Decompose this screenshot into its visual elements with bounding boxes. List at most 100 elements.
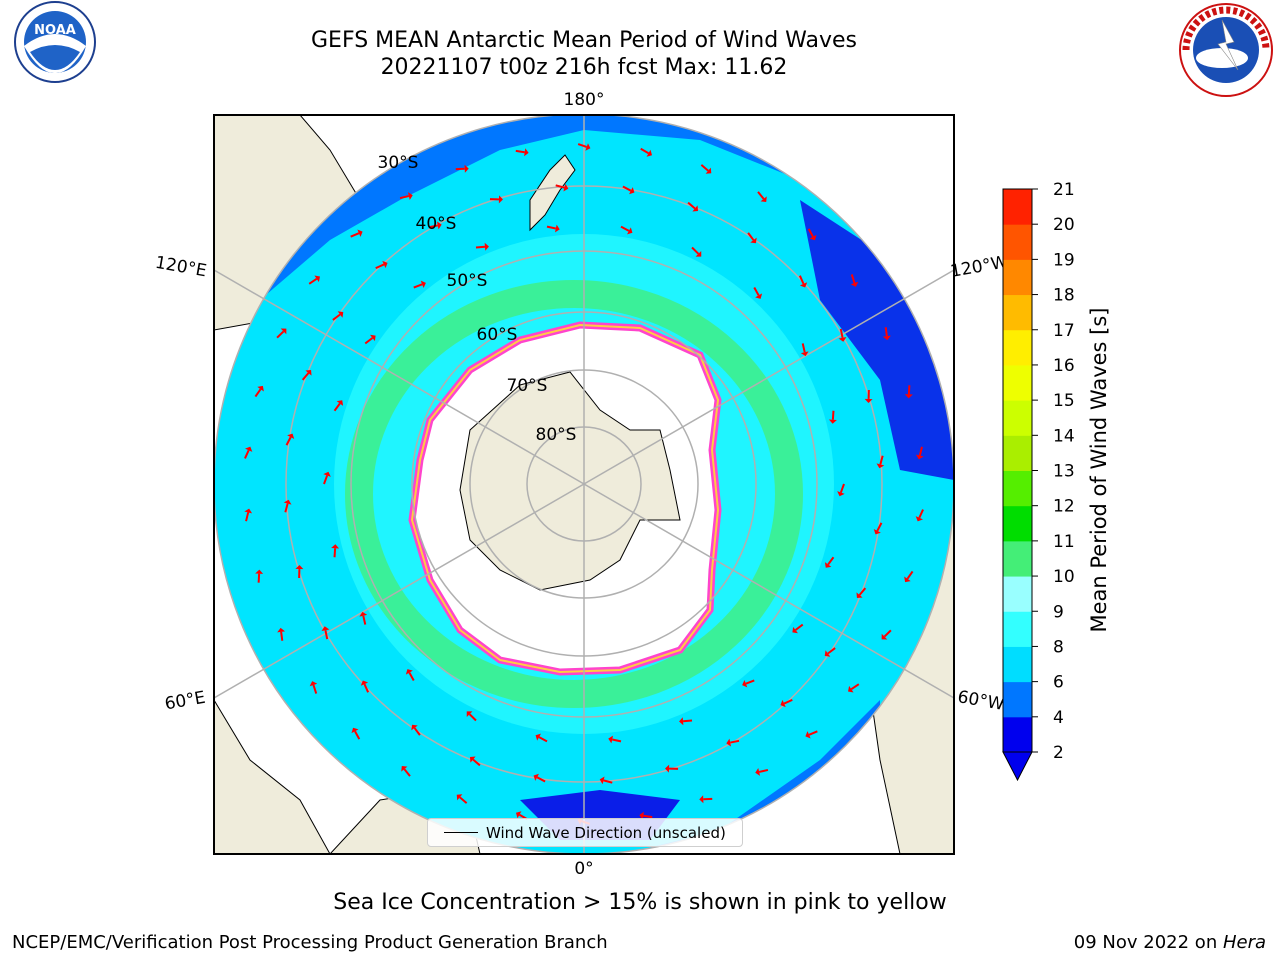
legend-label: Wind Wave Direction (unscaled) [486, 823, 726, 842]
wind-wave-arrowhead [287, 433, 295, 439]
colorbar-segment [1003, 294, 1032, 331]
wind-wave-arrow [620, 225, 630, 232]
colorbar-tick-label: 10 [1053, 567, 1075, 587]
wind-wave-arrow [244, 449, 250, 459]
wind-wave-arrowhead [792, 626, 798, 634]
wind-wave-arrow [700, 164, 709, 172]
wind-wave-arrowhead [679, 717, 684, 726]
colorbar-segment [1003, 470, 1032, 507]
wind-wave-arrowhead [469, 756, 476, 763]
wind-wave-arrowhead [357, 229, 363, 237]
colorbar-segment [1003, 576, 1032, 612]
wind-wave-arrowhead [848, 685, 854, 693]
wind-wave-arrowhead [824, 562, 832, 568]
wind-wave-arrowhead [904, 394, 913, 399]
wind-wave-arrow [257, 573, 261, 583]
wind-wave-arrow [308, 277, 318, 285]
legend-line-swatch [444, 832, 478, 833]
wind-wave-arrowhead [755, 293, 763, 299]
wind-wave-arrowhead [277, 627, 286, 633]
credit-date-text: 09 Nov 2022 on [1073, 932, 1223, 953]
wind-wave-arrow [883, 629, 892, 638]
wind-wave-arrow [831, 410, 835, 420]
africa-land [214, 699, 331, 854]
wind-wave-arrowhead [850, 281, 859, 287]
wind-wave-arrow [323, 475, 329, 485]
wind-wave-arrow [399, 195, 410, 200]
antarctica-land [459, 371, 681, 591]
colorbar-tick-label: 11 [1053, 532, 1075, 552]
wind-wave-arrow [538, 736, 548, 743]
wind-wave-arrowhead [314, 275, 320, 283]
wind-wave-arrow [245, 512, 250, 522]
wind-wave-arrow [472, 758, 481, 767]
wind-wave-arrow [312, 684, 318, 694]
wind-wave-arrowhead [705, 167, 712, 174]
wind-wave-arrowhead [407, 192, 413, 200]
wind-wave-arrow [280, 631, 284, 641]
wind-wave-arrowhead [331, 544, 340, 549]
wind-wave-arrowhead [323, 471, 331, 477]
wind-wave-arrow [850, 683, 860, 691]
wind-wave-arrow [879, 455, 884, 465]
colorbar-tick-label: 19 [1053, 250, 1075, 270]
colorbar-tick-label: 21 [1053, 180, 1075, 200]
colorbar-tick-label: 15 [1053, 391, 1075, 411]
wind-wave-arrowhead [245, 446, 253, 452]
lat-label-70s: 70°S [507, 376, 548, 396]
wind-wave-arrow [333, 402, 341, 412]
wind-wave-arrowhead [780, 699, 786, 708]
wind-wave-arrow [794, 623, 804, 631]
colorbar-tick-label: 4 [1053, 708, 1064, 728]
lat-label-40s: 40°S [416, 214, 457, 234]
colorbar-segment [1003, 681, 1032, 718]
wind-wave-arrow [906, 570, 914, 580]
wind-wave-arrowhead [305, 369, 312, 376]
wind-wave-arrowhead [838, 337, 847, 342]
wind-wave-arrowhead [881, 633, 888, 640]
wind-wave-arrow [839, 483, 845, 493]
wind-wave-arrow [827, 647, 836, 655]
wind-wave-arrowhead [321, 626, 330, 631]
wind-wave-arrowhead [283, 499, 292, 505]
wind-wave-arrowhead [515, 811, 522, 819]
wind-wave-arrowhead [750, 237, 757, 244]
wind-wave-arrowhead [336, 400, 344, 406]
wind-wave-arrowhead [646, 149, 653, 157]
colorbar-tick-label: 20 [1053, 215, 1075, 235]
wind-wave-arrowhead [255, 569, 264, 574]
wind-wave-arrowhead [809, 234, 817, 241]
wind-wave-arrowhead [370, 334, 376, 342]
wind-wave-arrowhead [498, 195, 503, 204]
wind-wave-arrowhead [280, 328, 287, 335]
wind-wave-arrow [808, 730, 818, 736]
wind-wave-arrow [730, 739, 740, 744]
wind-wave-arrow [850, 274, 856, 284]
wind-wave-arrowhead [456, 794, 463, 801]
credit-host: Hera [1222, 932, 1266, 953]
wind-wave-arrow [682, 719, 693, 723]
colorbar-segment [1003, 259, 1032, 296]
wind-wave-arrowhead [535, 733, 541, 741]
wind-wave-arrow [858, 587, 867, 596]
wind-wave-arrowhead [876, 463, 885, 469]
wind-wave-arrow [643, 814, 653, 819]
wind-wave-arrowhead [882, 335, 891, 341]
wind-wave-arrowhead [351, 727, 359, 734]
wind-wave-arrowhead [382, 260, 388, 269]
wind-wave-arrowhead [639, 811, 644, 820]
wind-wave-arrow [918, 446, 923, 456]
wind-wave-arrow [362, 615, 367, 625]
wind-wave-arrow [758, 768, 769, 773]
deep-blue-band [800, 200, 954, 480]
sea-ice-note: Sea Ice Concentration > 15% is shown in … [333, 890, 947, 915]
wind-wave-arrowhead [466, 711, 473, 718]
wind-wave-arrowhead [837, 491, 845, 497]
colorbar-segment [1003, 329, 1032, 366]
wind-wave-arrowhead [665, 764, 670, 773]
wind-wave-arrow [577, 143, 587, 148]
wind-wave-arrowhead [244, 508, 253, 514]
wind-wave-arrow [332, 313, 341, 321]
wind-wave-arrow [285, 436, 292, 446]
